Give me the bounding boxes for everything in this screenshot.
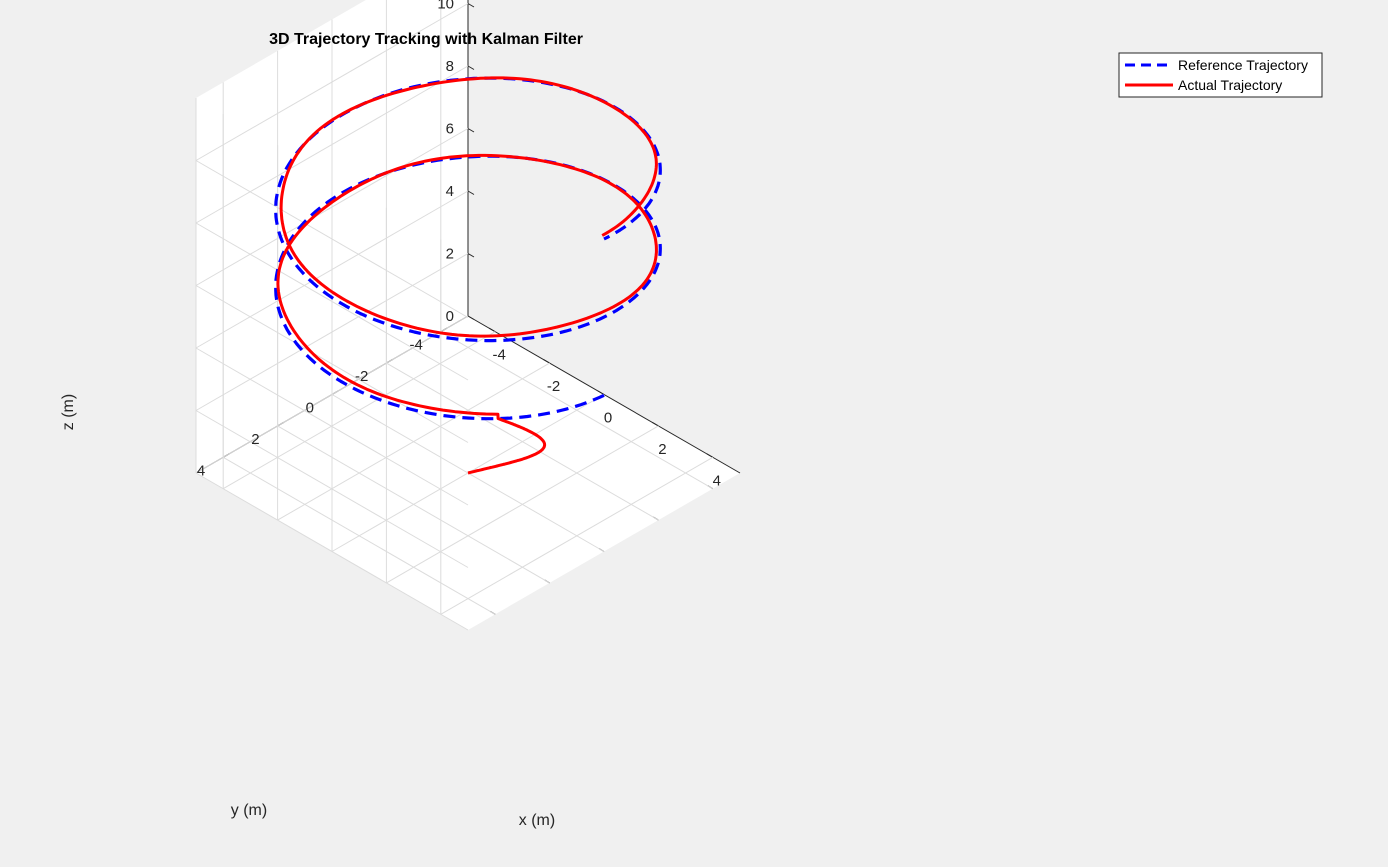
legend[interactable]: Reference Trajectory Actual Trajectory bbox=[1118, 52, 1323, 98]
legend-label-actual: Actual Trajectory bbox=[1178, 77, 1282, 93]
y-tick-label: 2 bbox=[251, 431, 259, 448]
x-tick-label: 2 bbox=[658, 441, 666, 458]
grid-y-floor bbox=[222, 456, 496, 615]
grid-z-left bbox=[195, 65, 469, 224]
chart-title: 3D Trajectory Tracking with Kalman Filte… bbox=[269, 31, 583, 48]
z-tick bbox=[467, 315, 475, 320]
z-tick-label: 6 bbox=[446, 121, 454, 138]
grid-y-floor bbox=[277, 425, 550, 584]
z-tick bbox=[467, 190, 475, 195]
y-axis-label: y (m) bbox=[231, 802, 267, 819]
grid-z-right bbox=[195, 472, 469, 631]
z-tick bbox=[467, 128, 475, 133]
grid-y-floor bbox=[440, 331, 714, 490]
y-tick-label: -2 bbox=[355, 368, 368, 385]
z-tick-label: 10 bbox=[437, 0, 454, 13]
grid-y-floor bbox=[386, 362, 659, 521]
grid-z-right bbox=[195, 347, 469, 506]
z-tick-label: 2 bbox=[446, 246, 454, 263]
x-tick bbox=[488, 327, 496, 333]
tick-labels: 0 2 4 6 8 10 -4 -2 0 2 4 -4 -2 0 2 4 bbox=[197, 0, 721, 489]
grid-z-left bbox=[195, 3, 469, 161]
x-tick bbox=[652, 421, 659, 427]
grid-z-right bbox=[195, 285, 469, 443]
y-tick-label: 4 bbox=[197, 462, 205, 479]
plot-series bbox=[274, 76, 662, 475]
y-tick-label: -4 bbox=[409, 337, 422, 354]
legend-box bbox=[1118, 52, 1323, 98]
y-tick-label: 0 bbox=[306, 400, 314, 417]
z-tick bbox=[467, 253, 475, 258]
grid-z-left bbox=[195, 128, 469, 286]
grid-z-left bbox=[195, 315, 469, 474]
grid-z-right bbox=[195, 160, 469, 318]
x-tick-label: -2 bbox=[547, 378, 560, 395]
x-tick-label: -4 bbox=[493, 347, 506, 364]
x-tick-label: 0 bbox=[604, 410, 612, 427]
x-tick bbox=[706, 453, 714, 458]
z-tick-label: 0 bbox=[446, 308, 454, 325]
legend-label-reference: Reference Trajectory bbox=[1178, 57, 1308, 73]
x-axis-label: x (m) bbox=[519, 812, 555, 829]
grid-z-left bbox=[195, 253, 469, 411]
actual-trajectory-line bbox=[276, 76, 658, 475]
z-tick bbox=[467, 65, 475, 70]
z-tick-label: 8 bbox=[446, 58, 454, 75]
grid-lines bbox=[195, 0, 714, 631]
reference-trajectory-line bbox=[274, 76, 662, 421]
x-tick-label: 4 bbox=[713, 472, 721, 489]
z-tick-label: 4 bbox=[446, 183, 454, 200]
x-tick bbox=[597, 390, 605, 395]
z-axis-label: z (m) bbox=[60, 394, 77, 430]
x-tick bbox=[543, 359, 550, 364]
grid-z-left bbox=[195, 190, 469, 349]
z-tick bbox=[467, 3, 475, 8]
grid-z-right bbox=[195, 222, 469, 381]
grid-z-right bbox=[195, 410, 469, 568]
